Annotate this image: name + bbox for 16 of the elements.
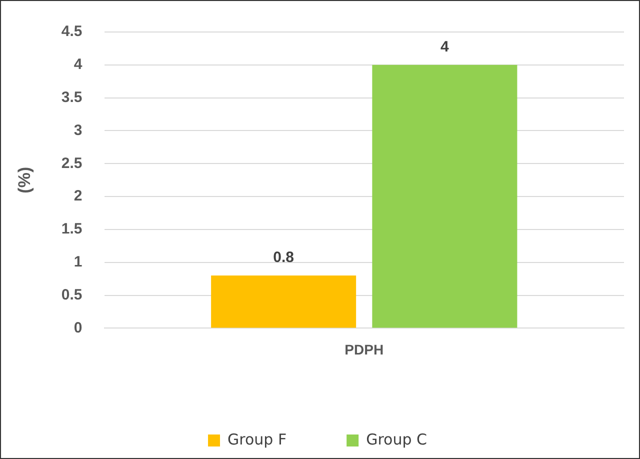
y-tick-label: 0.5 (61, 286, 82, 304)
y-tick-label: 0 (74, 319, 82, 336)
y-tick-label: 1 (74, 254, 82, 271)
legend-label: Group F (228, 430, 287, 448)
y-tick-label: 3 (74, 122, 82, 139)
y-tick-label: 2.5 (61, 154, 82, 172)
y-tick-label: 1.5 (61, 220, 82, 238)
y-axis-title: (%) (14, 166, 34, 194)
y-tick-label: 4.5 (61, 23, 82, 40)
y-tick-label: 4 (74, 56, 83, 74)
legend-label: Group C (366, 430, 427, 448)
x-tick-label: PDPH (344, 341, 384, 358)
y-tick-label: 2 (74, 188, 82, 205)
y-tick-label: 3.5 (61, 88, 82, 106)
data-label: 0.8 (273, 249, 294, 266)
data-label: 4 (440, 38, 450, 56)
